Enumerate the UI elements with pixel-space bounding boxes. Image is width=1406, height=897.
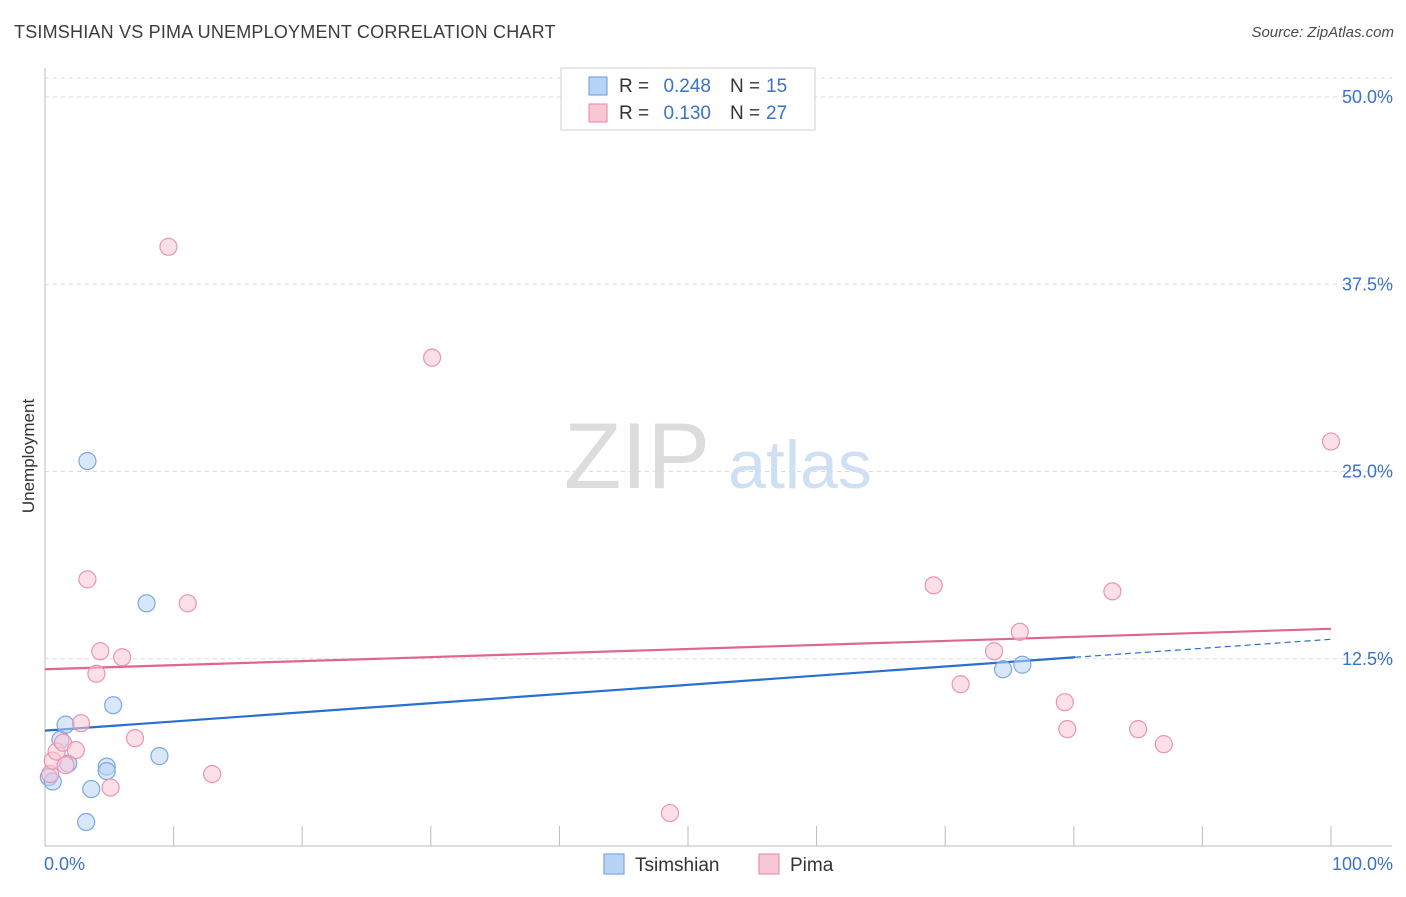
- tsimshian-point: [993, 660, 1013, 679]
- pima-point: [1103, 582, 1122, 601]
- pima-point: [1128, 720, 1148, 739]
- pima-point: [1058, 720, 1077, 739]
- pima-point: [125, 729, 145, 748]
- stat-n-label: N =: [730, 103, 760, 124]
- tsimshian-point: [82, 779, 101, 799]
- pima-point: [113, 648, 132, 667]
- grid-layer: [45, 77, 1392, 660]
- pima-point: [203, 764, 222, 784]
- pima-point: [660, 803, 680, 823]
- pima-point: [159, 237, 178, 256]
- tsimshian-point: [77, 812, 96, 832]
- pima-trend-line: [44, 627, 1332, 671]
- pima-swatch: [588, 103, 608, 123]
- tsimshian-trend-extension: [1075, 638, 1332, 658]
- legend-item-tsimshian-label: Tsimshian: [635, 855, 719, 876]
- legend-item-pima-label: Pima: [790, 855, 834, 876]
- pima-point: [56, 756, 75, 775]
- stat-r-label: R =: [619, 103, 649, 124]
- pima-point: [78, 570, 97, 589]
- pima-point: [951, 675, 970, 694]
- legend-item-pima-swatch: [758, 853, 780, 875]
- trend-layer: [44, 627, 1332, 732]
- y-tick-label: 25.0%: [1342, 462, 1393, 482]
- tsimshian-point: [104, 696, 123, 715]
- tsimshian-point: [97, 761, 116, 781]
- y-axis-title: Unemployment: [19, 399, 38, 514]
- y-axis-title-group: Unemployment: [19, 399, 38, 514]
- tsimshian-point: [56, 715, 75, 734]
- tsimshian-point: [78, 451, 97, 471]
- stat-r-label: R =: [619, 76, 649, 97]
- chart-source: Source: ZipAtlas.com: [1251, 24, 1394, 41]
- chart-title: TSIMSHIAN VS PIMA UNEMPLOYMENT CORRELATI…: [14, 22, 556, 42]
- tsimshian-point: [137, 594, 156, 613]
- pima-point: [1154, 735, 1173, 754]
- bottom-legend: Tsimshian Pima: [603, 853, 834, 876]
- stats-legend: R = 0.248 N = 15 R = 0.130 N = 27: [560, 67, 816, 131]
- stat-n-value: 15: [766, 76, 787, 97]
- stat-n-value: 27: [766, 103, 787, 124]
- y-tick-label: 37.5%: [1342, 274, 1393, 294]
- x-tick-label: 0.0%: [44, 854, 85, 874]
- pima-point: [178, 594, 197, 613]
- pima-point: [984, 642, 1004, 661]
- stat-r-value: 0.130: [663, 103, 711, 124]
- pima-point: [1321, 432, 1341, 451]
- watermark-zip: ZIP: [564, 403, 710, 508]
- pima-point: [71, 714, 91, 733]
- legend-item-tsimshian-swatch: [603, 853, 625, 875]
- pima-point: [1055, 693, 1074, 712]
- stat-n-label: N =: [730, 76, 760, 97]
- axis-layer: 12.5% 25.0% 37.5% 50.0% 0.0% 100.0%: [44, 68, 1393, 874]
- y-tick-label: 12.5%: [1342, 649, 1393, 669]
- tsimshian-swatch: [588, 76, 608, 96]
- pima-point: [422, 348, 442, 367]
- watermark: ZIP atlas: [564, 403, 872, 508]
- y-tick-label: 50.0%: [1342, 87, 1393, 107]
- pima-point: [924, 576, 943, 595]
- tsimshian-trend-line: [44, 656, 1076, 732]
- pima-point: [66, 741, 85, 760]
- watermark-atlas: atlas: [728, 427, 872, 503]
- pima-point: [101, 778, 120, 797]
- pima-point: [91, 642, 110, 661]
- pima-point: [87, 664, 106, 683]
- tsimshian-point: [150, 747, 169, 766]
- stat-r-value: 0.248: [663, 76, 711, 97]
- tsimshian-point: [1013, 655, 1032, 674]
- x-tick-label: 100.0%: [1332, 854, 1393, 874]
- pima-point: [1010, 622, 1029, 641]
- points-layer: [39, 237, 1341, 832]
